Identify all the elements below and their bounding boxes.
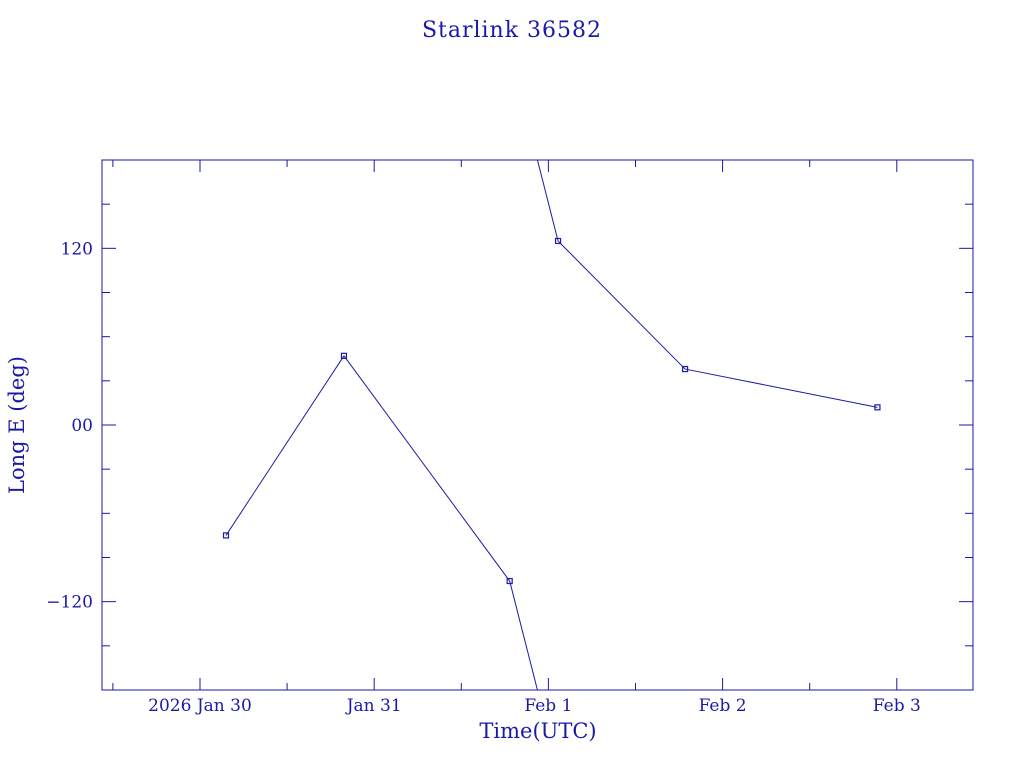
data-point [222, 532, 230, 539]
x-tick-label: Feb 1 [524, 696, 572, 716]
y-axis-label: Long E (deg) [5, 356, 29, 494]
axis-ticks [102, 160, 973, 690]
data-point [681, 365, 689, 373]
data-point [340, 352, 348, 359]
x-tick-label: Feb 3 [873, 696, 921, 716]
data-point [554, 237, 562, 245]
y-tick-label: 00 [71, 416, 93, 436]
series-segment [536, 159, 559, 242]
x-axis-label: Time(UTC) [479, 719, 596, 743]
data-point [506, 577, 513, 585]
series-segment [509, 580, 538, 691]
series-segment [557, 240, 686, 370]
x-tick-label: 2026 Jan 30 [148, 696, 252, 716]
series-segment [343, 355, 511, 582]
chart-title: Starlink 36582 [422, 18, 602, 43]
series-longitude [222, 159, 881, 691]
y-tick-label: 120 [61, 239, 93, 259]
x-tick-label: Feb 2 [699, 696, 747, 716]
x-tick-labels: 2026 Jan 30 Jan 31 Feb 1 Feb 2 Feb 3 [148, 696, 921, 716]
y-tick-labels: 120 00 −120 [46, 239, 93, 612]
x-tick-label: Jan 31 [345, 696, 402, 716]
plot-frame [101, 159, 974, 691]
series-segment [684, 368, 878, 408]
y-tick-label: −120 [46, 593, 93, 613]
data-point [874, 404, 881, 411]
series-segment [225, 355, 345, 536]
